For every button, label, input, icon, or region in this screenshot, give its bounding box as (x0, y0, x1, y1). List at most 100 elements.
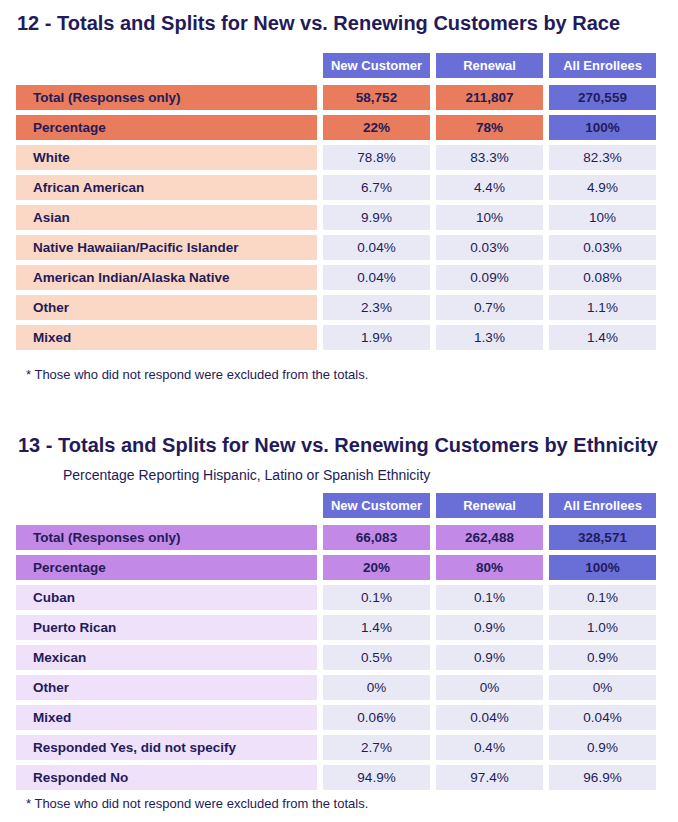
value-cell: 0.04% (323, 235, 430, 260)
value-cell: 1.4% (323, 615, 430, 640)
value-cell: 1.4% (549, 325, 656, 350)
table-row: Total (Responses only)58,752211,807270,5… (16, 85, 656, 110)
table-row: Mixed1.9%1.3%1.4% (16, 325, 656, 350)
race-table-title: 12 - Totals and Splits for New vs. Renew… (17, 12, 620, 35)
column-header: All Enrollees (549, 493, 656, 518)
value-cell: 0.9% (549, 735, 656, 760)
column-header: New Customer (323, 493, 430, 518)
value-cell: 0.7% (436, 295, 543, 320)
value-cell: 0.04% (436, 705, 543, 730)
row-label: Total (Responses only) (16, 85, 317, 110)
column-header: All Enrollees (549, 53, 656, 78)
value-cell: 2.3% (323, 295, 430, 320)
table-row: African American6.7%4.4%4.9% (16, 175, 656, 200)
value-cell: 0.04% (323, 265, 430, 290)
table-row: Native Hawaiian/Pacific Islander0.04%0.0… (16, 235, 656, 260)
value-cell: 0.9% (436, 615, 543, 640)
value-cell: 0% (549, 675, 656, 700)
value-cell: 9.9% (323, 205, 430, 230)
value-cell: 97.4% (436, 765, 543, 790)
row-label: Other (16, 295, 317, 320)
ethnicity-table-footnote: * Those who did not respond were exclude… (26, 796, 368, 811)
value-cell: 211,807 (436, 85, 543, 110)
column-header-row: New CustomerRenewalAll Enrollees (16, 493, 656, 518)
value-cell: 0.06% (323, 705, 430, 730)
row-label: Mixed (16, 325, 317, 350)
value-cell: 82.3% (549, 145, 656, 170)
value-cell: 22% (323, 115, 430, 140)
column-header: Renewal (436, 493, 543, 518)
ethnicity-table-title: 13 - Totals and Splits for New vs. Renew… (18, 434, 658, 457)
value-cell: 100% (549, 115, 656, 140)
ethnicity-table-subtitle: Percentage Reporting Hispanic, Latino or… (63, 467, 430, 483)
value-cell: 0.1% (549, 585, 656, 610)
table-row: Other0%0%0% (16, 675, 656, 700)
value-cell: 58,752 (323, 85, 430, 110)
value-cell: 0% (436, 675, 543, 700)
row-label: Native Hawaiian/Pacific Islander (16, 235, 317, 260)
value-cell: 270,559 (549, 85, 656, 110)
value-cell: 10% (549, 205, 656, 230)
row-label: Responded No (16, 765, 317, 790)
table-row: Mexican0.5%0.9%0.9% (16, 645, 656, 670)
table-row: American Indian/Alaska Native0.04%0.09%0… (16, 265, 656, 290)
value-cell: 1.0% (549, 615, 656, 640)
value-cell: 78.8% (323, 145, 430, 170)
value-cell: 262,488 (436, 525, 543, 550)
value-cell: 0.9% (549, 645, 656, 670)
row-label: Puerto Rican (16, 615, 317, 640)
value-cell: 0.4% (436, 735, 543, 760)
ethnicity-table: New CustomerRenewalAll Enrollees Total (R… (16, 493, 656, 795)
race-table: New CustomerRenewalAll Enrollees Total (R… (16, 53, 656, 355)
row-label: White (16, 145, 317, 170)
value-cell: 20% (323, 555, 430, 580)
report-page: { "colors": { "header_bg": "#6a6fd8", "h… (0, 0, 678, 822)
value-cell: 1.1% (549, 295, 656, 320)
value-cell: 0.03% (549, 235, 656, 260)
row-label: Other (16, 675, 317, 700)
value-cell: 0.03% (436, 235, 543, 260)
table-row: Responded No94.9%97.4%96.9% (16, 765, 656, 790)
row-label: American Indian/Alaska Native (16, 265, 317, 290)
value-cell: 96.9% (549, 765, 656, 790)
table-row: Total (Responses only)66,083262,488328,5… (16, 525, 656, 550)
row-label: Mixed (16, 705, 317, 730)
value-cell: 4.4% (436, 175, 543, 200)
value-cell: 10% (436, 205, 543, 230)
column-header: Renewal (436, 53, 543, 78)
header-spacer (16, 493, 317, 518)
row-label: Total (Responses only) (16, 525, 317, 550)
value-cell: 66,083 (323, 525, 430, 550)
column-header-row: New CustomerRenewalAll Enrollees (16, 53, 656, 78)
row-label: Cuban (16, 585, 317, 610)
value-cell: 78% (436, 115, 543, 140)
header-spacer (16, 53, 317, 78)
value-cell: 100% (549, 555, 656, 580)
table-row: Asian9.9%10%10% (16, 205, 656, 230)
value-cell: 1.9% (323, 325, 430, 350)
value-cell: 0.5% (323, 645, 430, 670)
value-cell: 0.1% (323, 585, 430, 610)
value-cell: 80% (436, 555, 543, 580)
value-cell: 94.9% (323, 765, 430, 790)
table-row: Percentage22%78%100% (16, 115, 656, 140)
value-cell: 4.9% (549, 175, 656, 200)
row-label: Percentage (16, 555, 317, 580)
value-cell: 0.1% (436, 585, 543, 610)
row-label: Asian (16, 205, 317, 230)
column-header: New Customer (323, 53, 430, 78)
row-label: Responded Yes, did not specify (16, 735, 317, 760)
row-label: African American (16, 175, 317, 200)
race-table-footnote: * Those who did not respond were exclude… (26, 367, 368, 382)
table-row: White78.8%83.3%82.3% (16, 145, 656, 170)
value-cell: 83.3% (436, 145, 543, 170)
value-cell: 0.9% (436, 645, 543, 670)
table-row: Mixed0.06%0.04%0.04% (16, 705, 656, 730)
table-row: Other2.3%0.7%1.1% (16, 295, 656, 320)
table-row: Responded Yes, did not specify2.7%0.4%0.… (16, 735, 656, 760)
value-cell: 0.09% (436, 265, 543, 290)
value-cell: 2.7% (323, 735, 430, 760)
value-cell: 0.08% (549, 265, 656, 290)
value-cell: 0.04% (549, 705, 656, 730)
table-row: Percentage20%80%100% (16, 555, 656, 580)
